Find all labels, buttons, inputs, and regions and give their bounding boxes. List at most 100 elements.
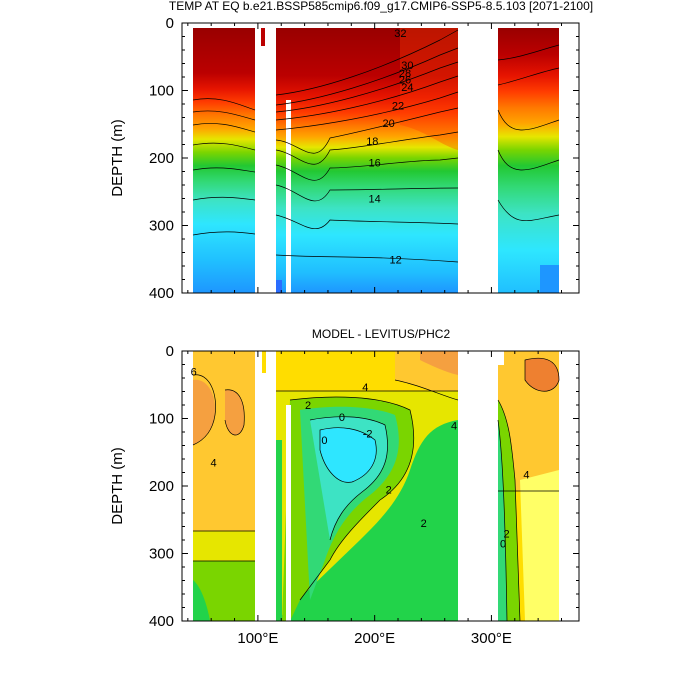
top-contour [497,44,560,61]
bottom-far-east-cool-edge [498,420,507,621]
contour-label: 0 [321,435,327,447]
bottom-contour [224,389,245,436]
bottom-contour [524,357,560,392]
top-land-gap-3 [458,23,498,293]
top-land-gap-1 [255,23,276,293]
top-y-axis-label: DEPTH (m) [109,119,126,197]
contour-label: 2 [421,518,427,530]
contour-label: 30 [401,60,413,72]
contour-label: 0 [339,412,345,424]
bottom-panel: MODEL - LEVITUS/PHC2 [109,327,580,647]
bottom-land-gap-2 [286,405,291,621]
contour-label: 26 [399,75,411,87]
top-contour [275,75,459,121]
top-contour [275,157,459,181]
top-contour [275,107,459,154]
y-tick-label: 300 [149,546,174,563]
y-tick-label: 100 [149,83,174,100]
top-contour [497,149,560,171]
contour-label: 14 [369,194,381,206]
bottom-x-tick-labels: 100°E 200°E 300°E [237,630,512,647]
bottom-central-west-edge [276,440,282,621]
y-tick-label: 0 [166,15,174,32]
contour-label: 32 [394,28,406,40]
top-contour [497,67,560,86]
top-island-sliver [261,28,265,46]
bottom-west-upper [193,351,255,531]
top-contour [275,254,459,263]
y-tick-label: 0 [166,343,174,360]
x-tick-label: 300°E [471,630,512,647]
bottom-land-gap-1 [255,351,276,621]
contour-label: 16 [369,158,381,170]
bottom-y-tick-marks [182,350,579,622]
y-tick-label: 100 [149,411,174,428]
bottom-west-deep-core [193,580,210,621]
contour-label: 0 [500,538,506,550]
bottom-west-band [193,531,255,561]
contour-label: 4 [523,470,529,482]
contour-label: 4 [362,382,368,394]
top-contour [275,131,459,165]
top-chart-title: TEMP AT EQ b.e21.BSSP585cmip6.f09_g17.CM… [169,0,593,13]
contour-label: 22 [392,100,404,112]
x-tick-label: 100°E [237,630,278,647]
bottom-far-east-warm-core [525,358,559,392]
contour-label: 20 [383,118,395,130]
contour-label: 24 [401,82,413,94]
top-contour-lines [192,29,560,263]
top-contour [275,29,459,96]
top-contour [192,231,256,236]
bottom-land-gap-3 [458,351,498,621]
bottom-contour [497,399,521,621]
bottom-contour [192,374,216,446]
top-deep-cold-patch-east [540,265,559,293]
contour-label: 4 [210,457,216,469]
contour-label: 4 [451,420,457,432]
top-contour [192,142,256,151]
bottom-x-tick-marks [187,351,562,621]
bottom-central-east-core [420,351,458,375]
top-y-tick-marks [182,22,579,294]
y-tick-label: 200 [149,478,174,495]
y-tick-label: 200 [149,150,174,167]
y-tick-label: 300 [149,218,174,235]
contour-label: 28 [399,68,411,80]
top-deep-cold-patch [276,280,282,293]
contour-label: 2 [504,528,510,540]
top-y-tick-labels: 0 100 200 300 400 [149,15,174,302]
top-contour [275,184,459,202]
top-far-east-basin [498,28,559,293]
top-contour [275,214,459,230]
contour-label: 2 [386,484,392,496]
contour-label: 2 [305,400,311,412]
y-tick-label: 400 [149,613,174,630]
bottom-contour [319,427,377,483]
bottom-west-deep [193,561,255,621]
top-contour [192,123,256,133]
bottom-contour [394,379,459,401]
bottom-chart-title: MODEL - LEVITUS/PHC2 [312,327,451,341]
top-contour [275,47,459,106]
top-panel: TEMP AT EQ b.e21.BSSP585cmip6.f09_g17.CM… [109,0,593,302]
bottom-west-warm-core-2 [225,389,245,436]
top-x-tick-marks [187,23,562,293]
bottom-contour [309,416,388,541]
top-east-warm-lens [400,28,458,150]
contour-label: -2 [363,428,373,440]
bottom-island-sliver [262,351,266,373]
bottom-central-cold-core [320,427,377,483]
contour-label: 18 [366,136,378,148]
bottom-contour [289,396,415,601]
bottom-y-axis-label: DEPTH (m) [109,447,126,525]
top-west-basin [193,28,255,293]
y-tick-label: 400 [149,285,174,302]
contour-label: 6 [191,366,197,378]
top-contour [275,91,459,131]
bottom-contour-lines [192,357,560,621]
